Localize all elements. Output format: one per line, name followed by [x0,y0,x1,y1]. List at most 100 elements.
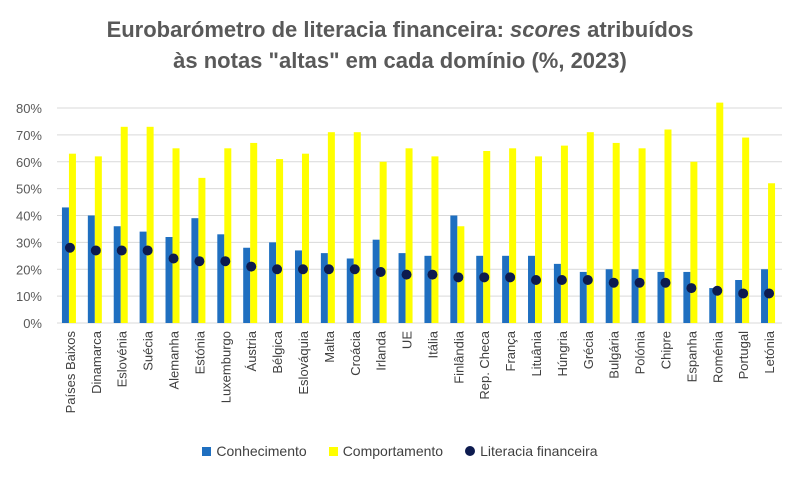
x-tick-label: França [503,330,518,371]
bar-conhecimento [709,288,717,323]
marker-literacia [246,261,257,272]
bar-conhecimento [553,263,561,323]
legend-item-literacia: Literacia financeira [465,443,598,459]
bar-conhecimento [346,258,354,323]
x-tick-label: Chipre [658,331,673,369]
marker-literacia [660,277,671,288]
x-tick-label: Croácia [348,330,363,376]
x-tick-label: Húngria [555,330,570,376]
legend-swatch [202,446,212,456]
marker-literacia [556,275,567,285]
bar-comportamento [664,129,672,323]
marker-literacia [634,277,645,288]
bar-conhecimento [113,226,121,323]
bar-comportamento [379,161,387,323]
marker-literacia [582,275,593,285]
bar-comportamento [405,148,413,323]
bar-conhecimento [87,215,95,323]
bar-conhecimento [605,269,613,323]
marker-literacia [142,245,153,256]
marker-literacia [297,264,308,275]
y-tick-label: 30% [16,235,42,250]
x-tick-label: Eslováquia [296,330,311,394]
legend-label: Literacia financeira [480,443,598,459]
legend-marker [465,446,476,456]
bar-conhecimento [139,231,147,323]
x-tick-label: Malta [322,330,337,363]
bar-comportamento [560,145,568,323]
x-tick-label: Portugal [736,331,751,380]
bar-comportamento [742,137,750,323]
bar-conhecimento [294,250,302,323]
chart-plot: 0% 10% 20% 30% 40% 50% 60% 70% 80% Países Baixos D… [16,101,782,413]
chart-title: Eurobarómetro de literacia financeira: s… [106,17,694,73]
x-tick-label: Eslovénia [115,330,130,387]
bar-comportamento [431,156,439,323]
x-tick-label: Espanha [684,330,699,382]
bar-conhecimento [502,255,510,323]
bar-conhecimento [165,237,173,323]
bar-comportamento [612,142,620,323]
x-tick-label: Roménia [710,330,725,383]
x-tick-label: Grécia [581,330,596,369]
bar-conhecimento [61,207,69,323]
bar-conhecimento [735,280,743,323]
y-tick-label: 80% [16,101,42,116]
y-tick-label: 40% [16,209,42,224]
x-tick-label: Áustria [244,330,259,371]
y-tick-label: 50% [16,182,42,197]
marker-literacia [168,253,179,264]
bar-conhecimento [217,234,225,323]
x-tick-label: UE [400,331,415,349]
bar-comportamento [301,153,309,323]
bar-comportamento [146,126,154,323]
marker-literacia [64,242,75,253]
y-tick-label: 70% [16,128,42,143]
x-tick-label: Bulgária [607,330,622,378]
x-tick-label: Irlanda [374,330,389,371]
bar-comportamento [690,161,698,323]
x-tick-label: Lituânia [529,330,544,376]
legend-item-comportamento: Comportamento [328,443,444,459]
x-tick-label: Polónia [633,330,648,374]
marker-literacia [531,275,542,285]
x-tick-label: Itália [425,330,440,358]
bar-comportamento [353,132,361,323]
x-tick-label: Alemanha [167,330,182,389]
x-tick-label: Suécia [141,330,156,371]
legend-swatch [328,446,338,456]
marker-literacia [427,269,438,280]
x-tick-label: Rep. Checa [477,330,492,399]
marker-literacia [401,269,412,280]
legend-label: Comportamento [342,443,444,459]
bar-conhecimento [191,218,199,323]
bar-conhecimento [579,271,587,323]
bar-comportamento [94,156,102,323]
bar-conhecimento [372,239,380,323]
bar-conhecimento [398,253,406,323]
bar-comportamento [120,126,128,323]
bar-comportamento [586,132,594,323]
bar-comportamento [768,183,776,323]
bar-comportamento [638,148,646,323]
x-tick-label: Finlândia [451,330,466,384]
x-tick-label: Letónia [762,330,777,373]
bar-comportamento [535,156,543,323]
bar-conhecimento [631,269,639,323]
bar-conhecimento [476,255,484,323]
marker-literacia [323,264,334,275]
x-tick-label: Dinamarca [89,330,104,394]
legend-label: Conhecimento [216,443,307,459]
marker-literacia [453,272,464,283]
marker-literacia [764,288,775,299]
y-tick-label: 10% [16,289,42,304]
marker-literacia [375,266,386,277]
bar-conhecimento [761,269,769,323]
marker-literacia [90,245,101,256]
marker-literacia [349,264,360,275]
bar-conhecimento [683,271,691,323]
marker-literacia [712,285,723,296]
bar-conhecimento [528,255,536,323]
bar-comportamento [716,102,724,323]
x-tick-label: Luxemburgo [218,331,233,403]
